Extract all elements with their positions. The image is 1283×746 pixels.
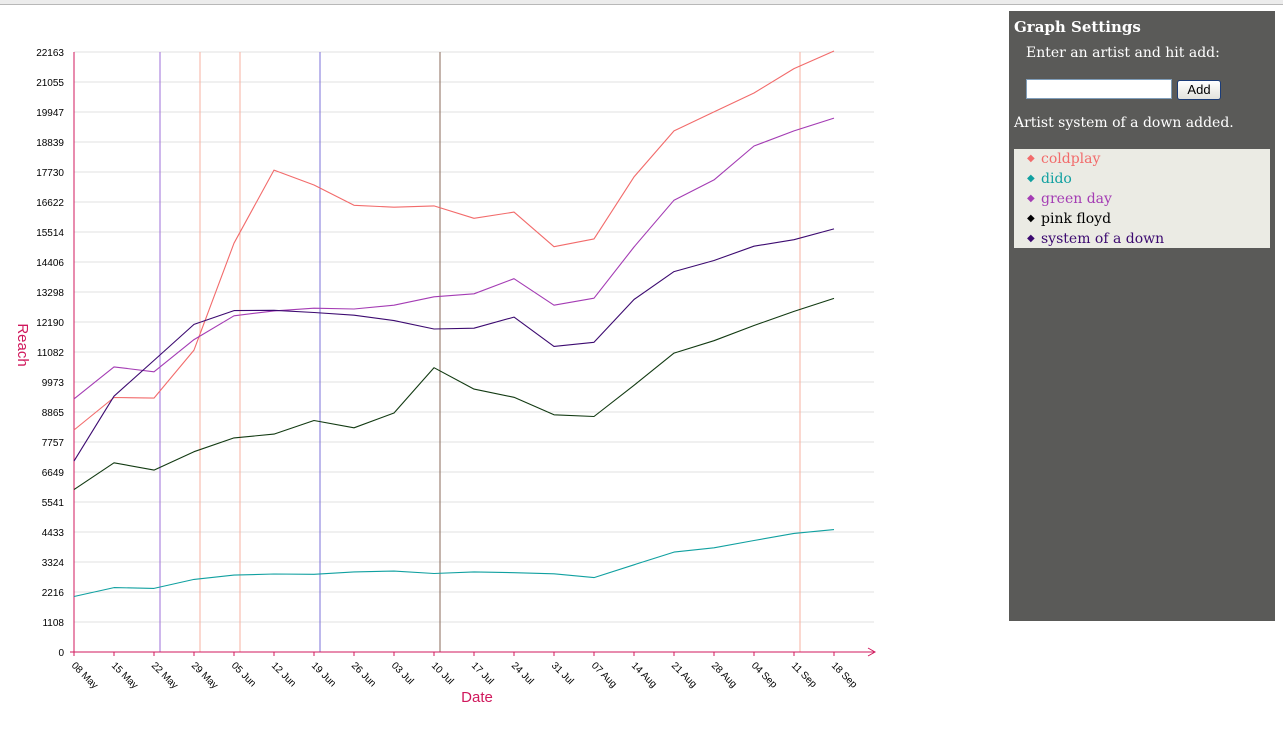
x-tick-label: 07 Aug <box>589 660 619 690</box>
diamond-icon: ◆ <box>1027 193 1035 204</box>
legend-label[interactable]: green day <box>1041 191 1112 207</box>
artist-prompt-label: Enter an artist and hit add: <box>1026 45 1220 61</box>
y-tick-label: 14406 <box>36 258 64 269</box>
y-tick-label: 18839 <box>36 138 64 149</box>
x-tick-label: 15 May <box>109 660 140 691</box>
x-tick-label: 19 Jun <box>309 660 338 689</box>
y-tick-label: 1108 <box>42 618 64 629</box>
x-tick-label: 24 Jul <box>509 660 536 687</box>
x-tick-label: 28 Aug <box>709 660 739 690</box>
window-top-border <box>0 0 1283 5</box>
x-tick-label: 18 Sep <box>829 660 859 690</box>
legend-item: ◆ system of a down <box>1027 230 1165 248</box>
x-tick-label: 14 Aug <box>629 660 659 690</box>
reach-line-chart: 0 1108 2216 3324 4433 5541 6649 7757 8865 9973 110… <box>14 48 877 706</box>
diamond-icon: ◆ <box>1027 233 1035 244</box>
y-axis-title: Reach <box>14 323 31 366</box>
x-tick-label: 03 Jul <box>389 660 416 687</box>
x-tick-label: 05 Jun <box>229 660 258 689</box>
y-tick-label: 16622 <box>36 198 64 209</box>
y-tick-label: 8865 <box>42 408 65 419</box>
graph-settings-panel: Graph Settings Enter an artist and hit a… <box>1009 11 1275 621</box>
y-tick-label: 4433 <box>42 528 65 539</box>
y-tick-label: 21055 <box>36 78 64 89</box>
diamond-icon: ◆ <box>1027 153 1035 164</box>
x-tick-label: 12 Jun <box>269 660 298 689</box>
x-tick-label: 21 Aug <box>669 660 699 690</box>
y-tick-label: 3324 <box>42 558 65 569</box>
artist-input[interactable] <box>1026 79 1172 99</box>
y-tick-label: 11082 <box>37 348 65 359</box>
x-axis-arrow-icon <box>867 647 877 657</box>
legend-label[interactable]: coldplay <box>1041 151 1101 167</box>
y-tick-label: 19947 <box>36 108 64 119</box>
y-tick-label: 9973 <box>42 378 65 389</box>
legend-item: ◆ dido <box>1027 170 1072 188</box>
add-artist-button[interactable]: Add <box>1177 80 1221 100</box>
y-tick-label: 22163 <box>36 48 64 59</box>
y-tick-label: 13298 <box>36 288 64 299</box>
y-tick-label: 7757 <box>42 438 65 449</box>
y-tick-label: 2216 <box>42 588 65 599</box>
series-line <box>73 117 835 400</box>
x-tick-label: 26 Jun <box>349 660 378 689</box>
diamond-icon: ◆ <box>1027 173 1035 184</box>
panel-title: Graph Settings <box>1014 18 1141 36</box>
legend-item: ◆ pink floyd <box>1027 210 1112 228</box>
x-tick-label: 10 Jul <box>429 660 456 687</box>
series-line <box>73 297 835 491</box>
y-tick-label: 6649 <box>42 468 65 479</box>
diamond-icon: ◆ <box>1027 213 1035 224</box>
x-tick-label: 17 Jul <box>469 660 496 687</box>
y-tick-label: 12190 <box>36 318 64 329</box>
series-line <box>73 228 835 462</box>
status-message: Artist system of a down added. <box>1014 115 1234 131</box>
x-tick-label: 22 May <box>149 660 180 691</box>
legend-item: ◆ coldplay <box>1027 150 1101 168</box>
y-tick-label: 17730 <box>36 168 64 179</box>
x-axis-title: Date <box>461 689 493 706</box>
legend-item: ◆ green day <box>1027 190 1112 208</box>
legend-label[interactable]: pink floyd <box>1041 211 1112 227</box>
legend-label[interactable]: system of a down <box>1041 231 1165 247</box>
x-tick-label: 11 Sep <box>789 660 819 690</box>
artist-legend: ◆ coldplay ◆ dido ◆ green day ◆ pink flo… <box>1014 149 1270 248</box>
legend-label[interactable]: dido <box>1041 171 1072 187</box>
y-tick-label: 15514 <box>36 228 64 239</box>
y-tick-label: 0 <box>58 648 64 659</box>
y-tick-label: 5541 <box>42 498 65 509</box>
x-tick-label: 08 May <box>69 660 100 691</box>
series-line <box>73 50 835 431</box>
series-line <box>73 529 835 598</box>
x-tick-label: 31 Jul <box>549 660 576 687</box>
x-tick-label: 04 Sep <box>749 660 779 690</box>
x-tick-label: 29 May <box>189 660 220 691</box>
